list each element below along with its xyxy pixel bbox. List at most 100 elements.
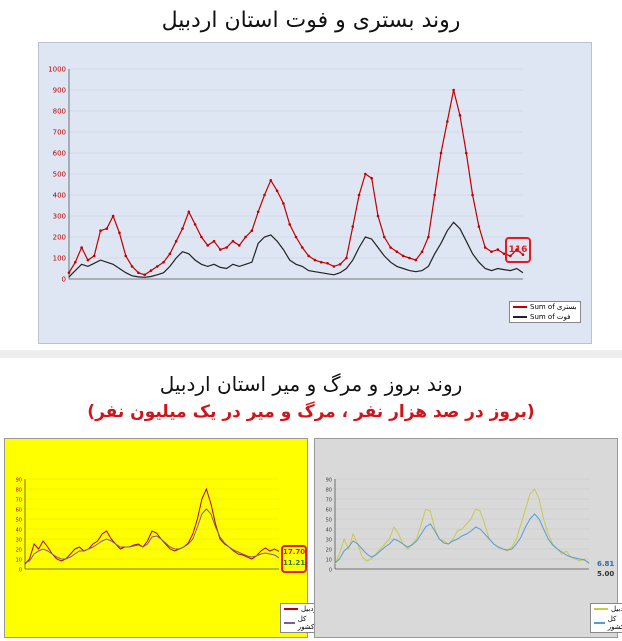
data-point <box>401 254 405 258</box>
legend-label-hospital: Sum of بستری <box>530 303 577 311</box>
data-point <box>244 235 247 239</box>
data-point <box>67 271 71 274</box>
data-point <box>181 227 184 230</box>
data-point <box>483 246 487 249</box>
y-tick-label: 70 <box>16 498 22 504</box>
chart1-legend: Sum of بستری Sum of فوت <box>509 301 581 323</box>
data-point <box>338 263 342 266</box>
data-point <box>439 151 443 155</box>
top-chart-title: روند بستری و فوت استان اردبیل <box>161 8 461 33</box>
y-tick-label: 700 <box>53 129 66 137</box>
data-point <box>521 253 525 256</box>
data-point <box>212 239 216 243</box>
y-tick-label: 30 <box>16 538 22 544</box>
y-tick-label: 600 <box>53 150 66 158</box>
y-tick-label: 10 <box>326 558 332 564</box>
incidence-chart-panel: 0 10 20 30 40 50 60 70 80 90 اردبیل کل کشور 17.70… <box>4 438 323 638</box>
data-point <box>130 265 134 268</box>
data-point <box>477 225 481 228</box>
y-tick-label: 200 <box>53 234 66 242</box>
y-tick-label: 80 <box>326 488 332 494</box>
data-point <box>509 254 512 258</box>
data-point <box>250 229 254 232</box>
chart3-legend: اردبیل کل کشور <box>590 603 622 633</box>
data-point <box>288 223 291 226</box>
y-tick-label: 800 <box>53 108 66 116</box>
data-point <box>149 269 153 272</box>
series-line-1 <box>68 221 524 278</box>
y-tick-label: 500 <box>53 171 66 179</box>
data-point <box>80 246 83 249</box>
bottom-chart-subtitle: (بروز در صد هزار نفر ، مرگ و میر در یک م… <box>87 402 535 422</box>
data-point <box>219 248 222 251</box>
y-tick-label: 400 <box>53 192 66 200</box>
y-tick-label: 900 <box>53 87 66 95</box>
y-tick-label: 20 <box>16 548 22 554</box>
data-point <box>471 193 474 197</box>
data-point <box>187 210 191 214</box>
data-point <box>99 229 102 232</box>
data-point <box>92 254 96 258</box>
y-tick-label: 40 <box>326 528 332 534</box>
y-tick-label: 1000 <box>48 66 66 74</box>
data-point <box>395 250 399 253</box>
y-tick-label: 80 <box>16 488 22 494</box>
y-tick-label: 60 <box>16 508 22 514</box>
data-point <box>326 261 329 265</box>
data-point <box>86 258 90 262</box>
data-point <box>364 172 367 176</box>
data-point <box>301 246 304 249</box>
y-tick-label: 30 <box>326 538 332 544</box>
data-point <box>111 214 115 218</box>
data-point <box>256 210 260 214</box>
legend-swatch <box>284 608 298 610</box>
y-tick-label: 40 <box>16 528 22 534</box>
legend-label-death: Sum of فوت <box>530 313 571 321</box>
data-point <box>137 271 140 274</box>
data-point <box>294 235 298 239</box>
data-point <box>452 88 455 92</box>
incidence-chart: 0 10 20 30 40 50 60 70 80 90 <box>16 478 280 574</box>
y-tick-label: 90 <box>326 478 332 484</box>
data-point <box>357 193 361 197</box>
hospitalization-death-chart-panel: 0 100 200 300 400 500 600 700 800 900 1000 Sum of … <box>38 42 592 344</box>
data-point <box>515 248 518 251</box>
latest-values-labels: 6.81 5.00 <box>597 559 614 579</box>
data-point <box>502 252 506 256</box>
data-point <box>155 265 159 268</box>
data-point <box>124 254 128 258</box>
y-tick-label: 0 <box>329 568 332 574</box>
legend-swatch <box>513 306 527 308</box>
data-point <box>332 265 336 268</box>
data-point <box>174 239 178 243</box>
y-tick-label: 300 <box>53 213 66 221</box>
latest-value-country: 6.81 <box>597 560 615 568</box>
data-point <box>237 244 241 247</box>
data-point <box>458 113 462 117</box>
mortality-chart: 0 10 20 30 40 50 60 70 80 90 <box>326 478 590 574</box>
data-point <box>168 252 172 256</box>
data-point <box>105 227 109 230</box>
data-point <box>345 256 348 260</box>
data-point <box>389 246 392 249</box>
data-point <box>446 120 449 123</box>
data-point <box>200 235 203 239</box>
callout-value-country: 11.21 <box>283 559 306 567</box>
series-line-0 <box>24 487 280 565</box>
data-point <box>370 176 373 180</box>
data-point <box>206 244 210 247</box>
data-point <box>263 193 266 197</box>
series-line-0 <box>68 89 524 276</box>
data-point <box>464 151 468 155</box>
hospitalization-death-chart: 0 100 200 300 400 500 600 700 800 900 1000 <box>48 66 525 284</box>
data-point <box>433 193 437 197</box>
section-divider <box>0 350 622 358</box>
data-point <box>382 235 386 239</box>
y-tick-label: 70 <box>326 498 332 504</box>
data-point <box>282 202 285 205</box>
mortality-chart-panel: 0 10 20 30 40 50 60 70 80 90 اردبیل کل کشور 6.81 … <box>314 438 622 638</box>
legend-swatch <box>513 316 527 318</box>
legend-swatch <box>284 622 295 624</box>
y-tick-label: 0 <box>19 568 22 574</box>
data-point <box>496 248 500 251</box>
